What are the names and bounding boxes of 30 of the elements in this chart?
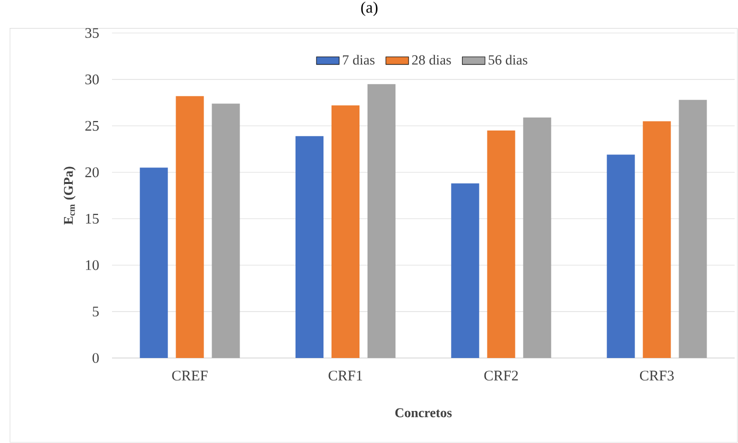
- y-tick-label: 25: [85, 120, 99, 131]
- legend-label: 7 dias: [343, 54, 375, 65]
- bar: [642, 121, 671, 358]
- x-tick-label: CREF: [172, 370, 208, 381]
- bar: [140, 168, 168, 358]
- y-tick-label: 20: [85, 167, 99, 178]
- bar: [368, 84, 396, 358]
- y-tick-label: 30: [85, 74, 99, 84]
- y-tick-label: 15: [86, 214, 99, 224]
- bar: [296, 136, 324, 358]
- legend-label: 56 dias: [488, 54, 528, 65]
- bar: [678, 100, 707, 358]
- bar: [523, 118, 552, 358]
- y-tick-label: 0: [92, 353, 99, 363]
- x-axis-title: Concretos: [395, 408, 452, 418]
- y-axis-title: E$_{cm}$ (GPa): [64, 166, 76, 225]
- y-tick-label: 10: [86, 260, 99, 270]
- x-tick-label: CRF1: [328, 370, 362, 381]
- y-tick-label: 35: [85, 28, 99, 38]
- bar: [176, 96, 204, 358]
- legend-label: 28 dias: [412, 54, 451, 65]
- bar: [332, 105, 360, 358]
- bar: [487, 130, 516, 358]
- y-tick-label: 5: [92, 306, 99, 316]
- x-tick-label: CRF2: [484, 370, 518, 381]
- bar: [451, 183, 480, 358]
- chart-title: (a): [361, 2, 378, 16]
- bar: [212, 104, 240, 358]
- x-tick-label: CRF3: [640, 370, 674, 381]
- bar: [606, 154, 635, 358]
